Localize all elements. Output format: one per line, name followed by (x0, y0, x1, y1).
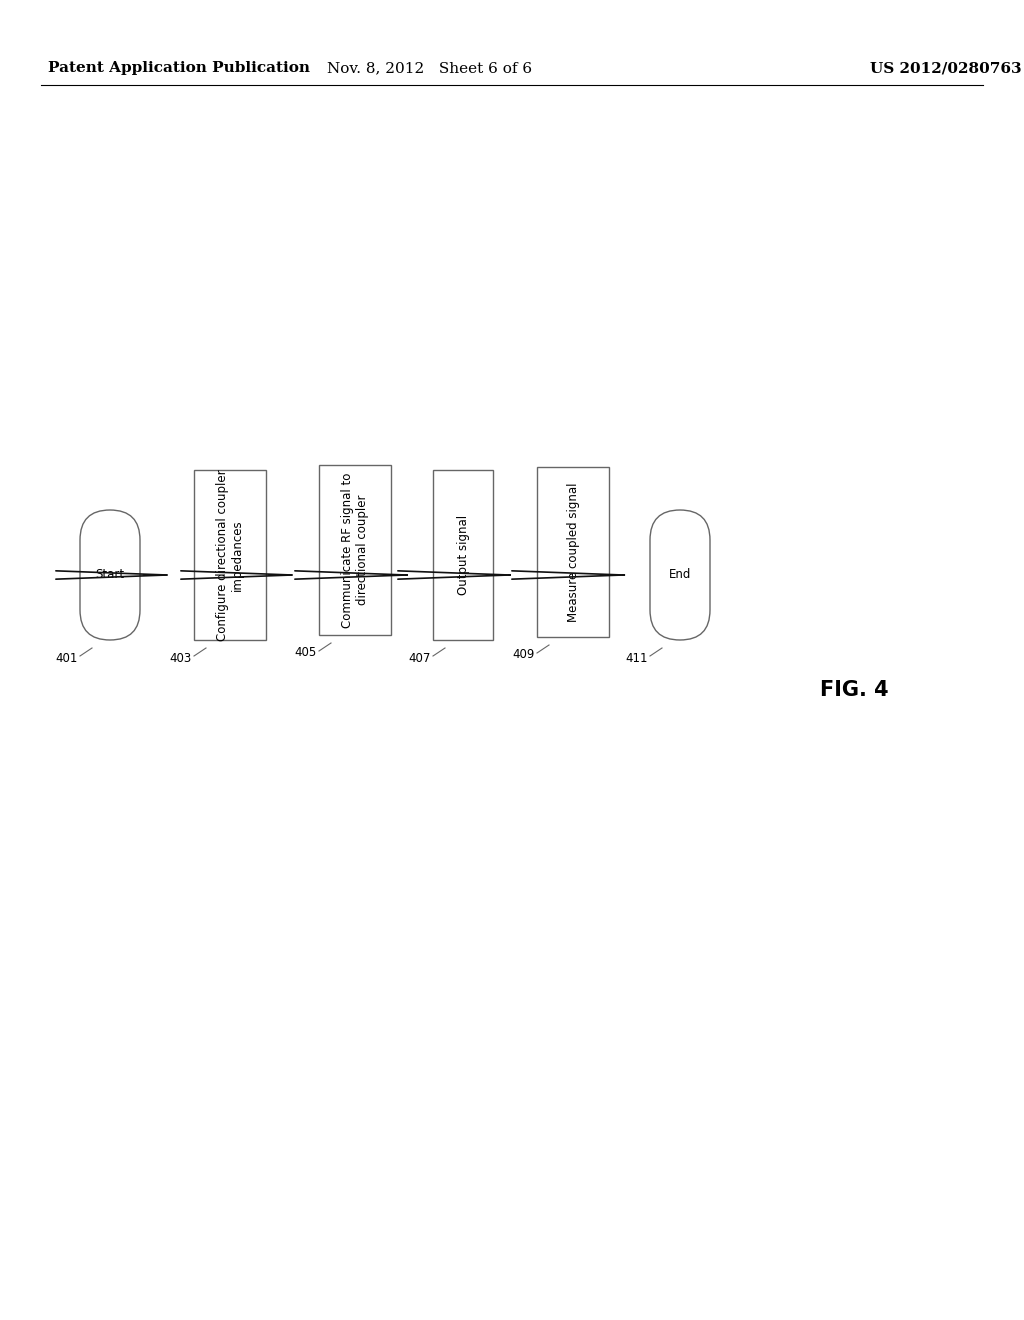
Text: 405: 405 (295, 647, 317, 660)
Text: Start: Start (95, 569, 125, 582)
Text: Measure coupled signal: Measure coupled signal (566, 482, 580, 622)
Text: FIG. 4: FIG. 4 (820, 680, 889, 700)
Text: 407: 407 (409, 652, 431, 664)
Text: 401: 401 (55, 652, 78, 664)
Text: Patent Application Publication: Patent Application Publication (48, 61, 310, 75)
Text: US 2012/0280763 A1: US 2012/0280763 A1 (870, 61, 1024, 75)
Text: Communicate RF signal to
directional coupler: Communicate RF signal to directional cou… (341, 473, 369, 628)
Text: Nov. 8, 2012   Sheet 6 of 6: Nov. 8, 2012 Sheet 6 of 6 (328, 61, 532, 75)
Text: Output signal: Output signal (457, 515, 469, 595)
Text: Configure directional coupler
impedances: Configure directional coupler impedances (216, 469, 244, 640)
Text: 411: 411 (626, 652, 648, 664)
Text: End: End (669, 569, 691, 582)
Text: 409: 409 (513, 648, 535, 661)
Text: 403: 403 (170, 652, 193, 664)
